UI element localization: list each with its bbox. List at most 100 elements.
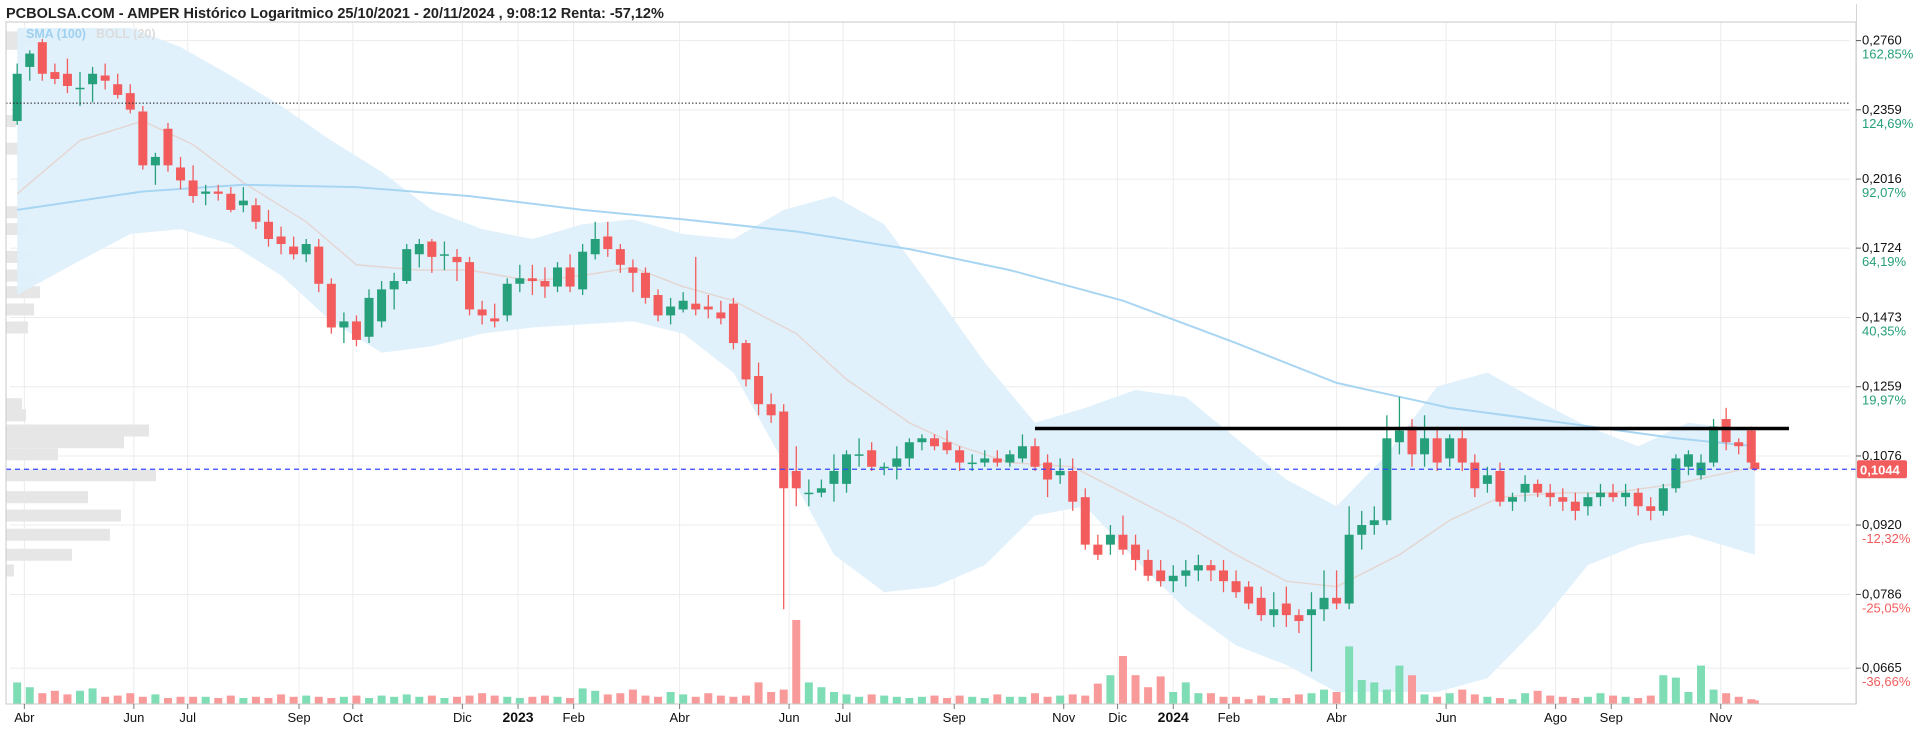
volume-bar bbox=[440, 698, 449, 704]
candle-body bbox=[678, 300, 688, 310]
volume-bar bbox=[478, 693, 487, 704]
candle bbox=[804, 479, 814, 507]
percent-tick-label: 124,69% bbox=[1862, 116, 1914, 131]
volume-bar bbox=[189, 696, 198, 704]
candle bbox=[703, 295, 713, 319]
volume-bar bbox=[905, 698, 914, 704]
candle-body bbox=[1357, 525, 1367, 535]
bollinger-band bbox=[17, 28, 1755, 692]
volume-bar bbox=[1106, 675, 1115, 704]
candle bbox=[50, 63, 60, 85]
volume-bar bbox=[566, 698, 575, 704]
candle-body bbox=[50, 72, 60, 79]
candle-body bbox=[1068, 470, 1078, 502]
volume-bar bbox=[1495, 698, 1504, 704]
volume-profile-bar bbox=[6, 564, 14, 577]
candle-body bbox=[666, 306, 676, 316]
candle bbox=[1445, 434, 1455, 467]
candle bbox=[1055, 458, 1065, 484]
volume-bar bbox=[603, 694, 612, 704]
volume-bar bbox=[1257, 695, 1266, 704]
candle-body bbox=[1219, 570, 1229, 582]
volume-bar bbox=[1671, 677, 1680, 704]
candle bbox=[515, 264, 525, 293]
candle bbox=[1558, 488, 1568, 511]
candle bbox=[414, 238, 424, 268]
candles bbox=[12, 39, 1760, 672]
volume-bar bbox=[842, 694, 851, 704]
price-tick-label: 0,2359 bbox=[1862, 102, 1902, 117]
candle bbox=[678, 292, 688, 313]
volume-bar bbox=[867, 694, 876, 704]
candle-body bbox=[879, 466, 889, 469]
candle-body bbox=[1558, 497, 1568, 502]
candle bbox=[339, 312, 349, 344]
volume-profile-bar bbox=[6, 303, 34, 316]
volume-bar bbox=[1081, 695, 1090, 704]
volume-profile-bar bbox=[6, 286, 40, 299]
volume-bars bbox=[13, 620, 1759, 704]
candle bbox=[1595, 483, 1605, 507]
price-tick-label: 0,1076 bbox=[1862, 448, 1902, 463]
candle-body bbox=[1055, 470, 1065, 476]
volume-bar bbox=[528, 696, 537, 704]
candle bbox=[1470, 454, 1480, 498]
candle-body bbox=[929, 438, 939, 447]
candle bbox=[640, 267, 650, 304]
candle bbox=[1608, 483, 1618, 502]
candle-body bbox=[176, 167, 186, 181]
candle bbox=[653, 289, 663, 322]
candle-body bbox=[553, 267, 563, 287]
time-tick-label: Abr bbox=[669, 710, 690, 725]
volume-bar bbox=[930, 695, 939, 704]
candle bbox=[88, 66, 98, 103]
candle-body bbox=[804, 492, 814, 495]
candle-body bbox=[716, 312, 726, 319]
volume-bar bbox=[754, 682, 763, 704]
volume-bar bbox=[314, 696, 323, 704]
candle-body bbox=[251, 205, 261, 222]
volume-bar bbox=[1382, 689, 1391, 704]
candle bbox=[980, 450, 990, 467]
candle bbox=[263, 209, 273, 247]
candle-body bbox=[603, 236, 613, 250]
candle bbox=[427, 238, 437, 273]
time-tick-label: 2024 bbox=[1158, 709, 1189, 725]
volume-bar bbox=[1433, 696, 1442, 704]
volume-bar bbox=[277, 694, 286, 704]
volume-bar bbox=[88, 688, 97, 704]
volume-bar bbox=[1294, 694, 1303, 704]
candle-body bbox=[766, 404, 776, 416]
candle bbox=[326, 278, 336, 334]
candle-body bbox=[1369, 520, 1379, 526]
candle-body bbox=[12, 73, 22, 121]
candle bbox=[1658, 483, 1668, 516]
candle bbox=[100, 63, 110, 90]
candle bbox=[829, 454, 839, 502]
volume-profile-bar bbox=[6, 528, 110, 541]
volume-bar bbox=[767, 692, 776, 704]
volume-profile-bar bbox=[6, 321, 28, 334]
candle bbox=[1017, 434, 1027, 463]
candle bbox=[37, 39, 47, 81]
volume-bar bbox=[1169, 692, 1178, 704]
candle-body bbox=[540, 281, 550, 287]
candle bbox=[1621, 483, 1631, 507]
candle bbox=[477, 300, 487, 325]
volume-bar bbox=[327, 698, 336, 704]
time-tick-label: Sep bbox=[943, 710, 966, 725]
volume-bar bbox=[1558, 696, 1567, 704]
volume-bar bbox=[641, 695, 650, 704]
chart-title: PCBOLSA.COM - AMPER Histórico Logaritmic… bbox=[6, 6, 664, 22]
candle-body bbox=[829, 470, 839, 484]
candle bbox=[1420, 415, 1430, 467]
candle-body bbox=[326, 283, 336, 328]
candle bbox=[967, 454, 977, 471]
volume-bar bbox=[490, 695, 499, 704]
candle-body bbox=[628, 267, 638, 273]
candle-body bbox=[238, 200, 248, 206]
volume-bar bbox=[955, 695, 964, 704]
bollinger-band-area bbox=[17, 28, 1755, 692]
candle bbox=[741, 339, 751, 387]
candle-body bbox=[1621, 492, 1631, 498]
